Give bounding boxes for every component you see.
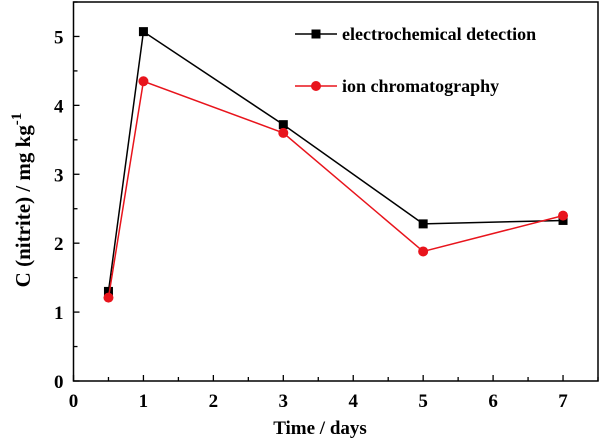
legend-marker <box>311 81 321 91</box>
y-tick-label: 4 <box>54 96 64 117</box>
series-line-1 <box>107 80 564 298</box>
data-point <box>138 76 149 87</box>
data-point <box>418 219 428 229</box>
x-tick-label: 3 <box>279 391 289 412</box>
x-tick-label: 4 <box>348 391 358 412</box>
data-point <box>278 127 289 138</box>
y-axis-label: C (nitrite) / mg kg-1 <box>9 113 35 288</box>
legend-label: ion chromatography <box>342 76 499 96</box>
data-point <box>138 27 148 37</box>
y-tick-label: 3 <box>54 165 64 186</box>
x-tick-label: 0 <box>69 391 79 412</box>
x-tick-label: 6 <box>488 391 498 412</box>
x-tick-label: 1 <box>139 391 149 412</box>
y-tick-label: 0 <box>54 372 64 393</box>
y-tick-label: 2 <box>54 234 64 255</box>
legend-label: electrochemical detection <box>342 24 536 44</box>
x-axis-label: Time / days <box>273 418 367 439</box>
data-point <box>558 210 569 221</box>
data-point <box>103 286 113 296</box>
data-point <box>278 120 288 130</box>
x-tick-label: 5 <box>418 391 428 412</box>
series-line-0 <box>107 30 564 292</box>
x-tick-label: 2 <box>209 391 219 412</box>
legend-marker <box>311 29 321 39</box>
data-point <box>103 292 114 303</box>
x-tick-label: 7 <box>558 391 568 412</box>
data-point <box>418 246 429 257</box>
y-tick-label: 1 <box>54 303 64 324</box>
plot-frame <box>72 1 599 382</box>
y-tick-label: 5 <box>54 27 64 48</box>
